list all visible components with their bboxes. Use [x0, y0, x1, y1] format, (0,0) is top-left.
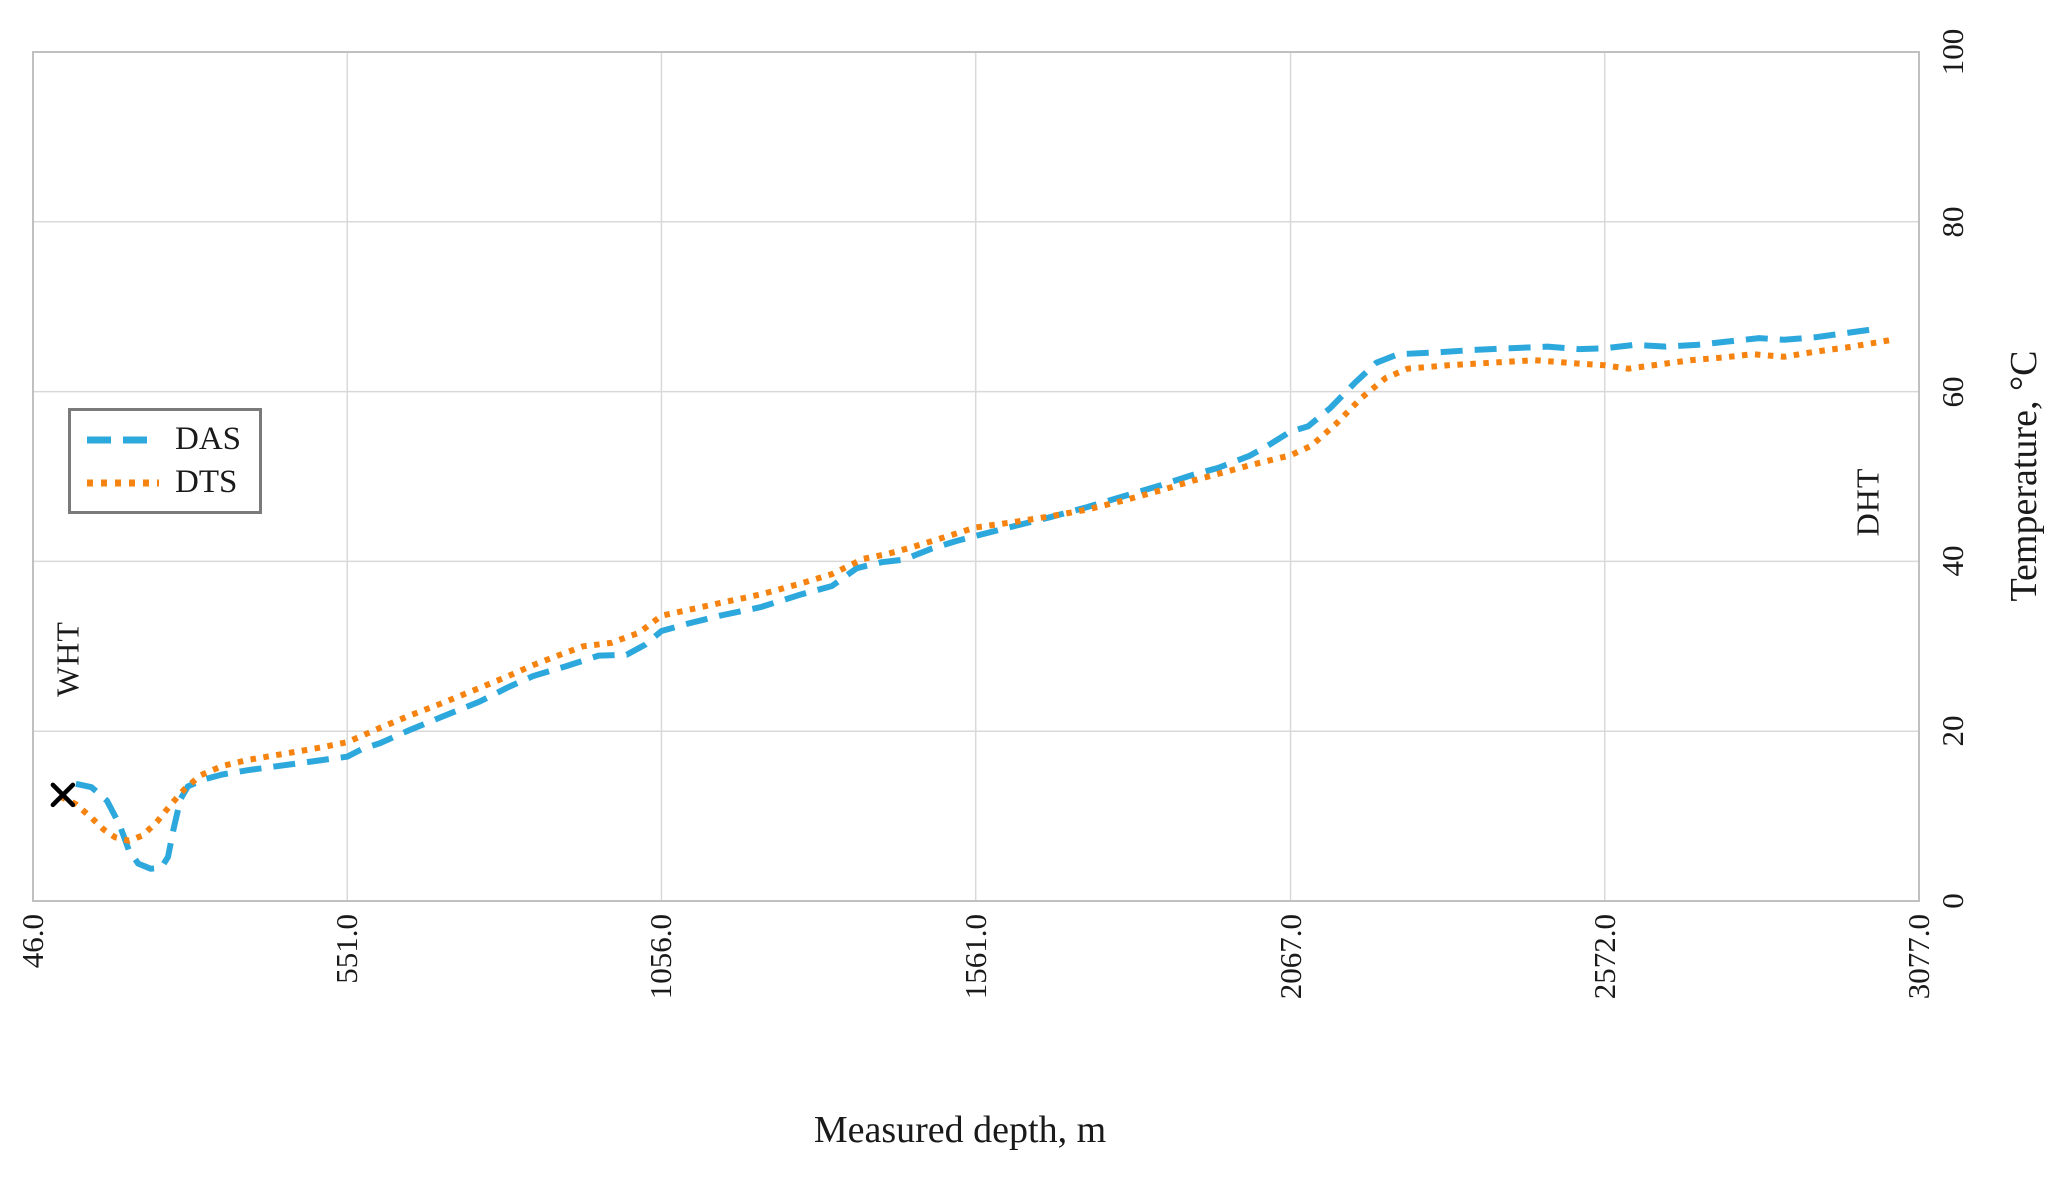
y-tick-label: 20 [1935, 715, 1970, 747]
legend-label-das: DAS [175, 421, 242, 457]
annotation-dht-text: DHT [1849, 467, 1886, 537]
x-tick-label: 1561.0 [957, 914, 993, 1000]
y-axis-title-wrap: Temperature, °C [2002, 351, 2046, 602]
legend-label-dts: DTS [175, 464, 238, 500]
y-tick-label: 100 [1935, 28, 1970, 76]
y-tick-label: 0 [1935, 893, 1970, 909]
legend-item-dts: DTS [85, 466, 241, 499]
annotation-dht: DHT [1849, 468, 1886, 537]
wht-x-marker [50, 782, 76, 808]
das-dashed-line-sample [87, 436, 159, 443]
y-tick-label: 40 [1935, 545, 1970, 577]
legend-item-das: DAS [85, 423, 241, 456]
x-tick-label: 551.0 [329, 914, 365, 984]
x-tick-label: 2067.0 [1272, 914, 1308, 1000]
x-tick-label: 3077.0 [1901, 914, 1936, 1000]
x-tick-label: 46.0 [15, 914, 50, 969]
x-tick-label: 2572.0 [1586, 914, 1622, 1000]
plot-frame [32, 51, 1920, 902]
y-tick-label: 60 [1935, 376, 1970, 408]
x-axis-title: Measured depth, m [813, 1109, 1107, 1151]
y-axis-title: Temperature, °C [2003, 350, 2045, 602]
das-curve [75, 326, 1872, 872]
dts-curve [59, 336, 1897, 844]
legend: DAS DTS [68, 408, 263, 514]
dts-dotted-line-sample [87, 479, 159, 486]
x-tick-label: 1056.0 [643, 914, 679, 1000]
annotation-wht: WHT [49, 621, 86, 697]
y-tick-label: 80 [1935, 206, 1970, 238]
annotation-wht-text: WHT [49, 621, 86, 697]
